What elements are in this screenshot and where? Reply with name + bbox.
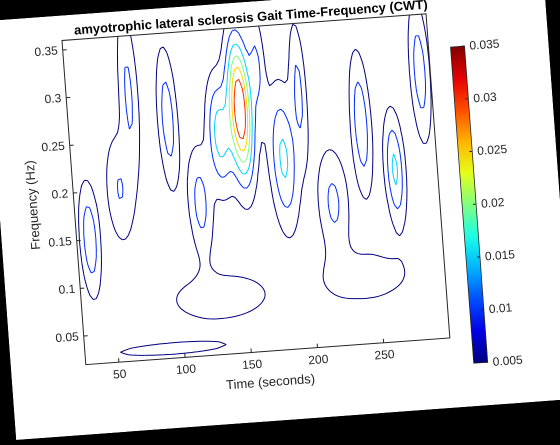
colorbar-tick-label: 0.02 [481,195,506,211]
colorbar-tick-label: 0.01 [488,300,513,316]
y-tick-label: 0.3 [44,91,62,106]
colorbar-tick-label: 0.005 [492,353,523,369]
y-tick-label: 0.2 [51,186,69,201]
colorbar-tick-label: 0.015 [484,247,515,263]
y-tick-label: 0.25 [41,139,66,155]
y-tick-label: 0.35 [34,43,59,59]
colorbar-tick-label: 0.025 [477,142,508,158]
colorbar-tick-label: 0.03 [473,90,498,106]
y-tick-label: 0.05 [55,329,80,345]
y-tick-label: 0.15 [48,234,73,250]
x-tick-label: 150 [242,357,263,372]
y-tick-label: 0.1 [58,282,76,297]
x-tick-label: 200 [308,352,329,367]
colorbar-tick-label: 0.035 [469,36,500,52]
x-tick-label: 250 [374,347,395,362]
x-tick-label: 100 [175,362,196,377]
x-tick-label: 50 [113,367,128,382]
